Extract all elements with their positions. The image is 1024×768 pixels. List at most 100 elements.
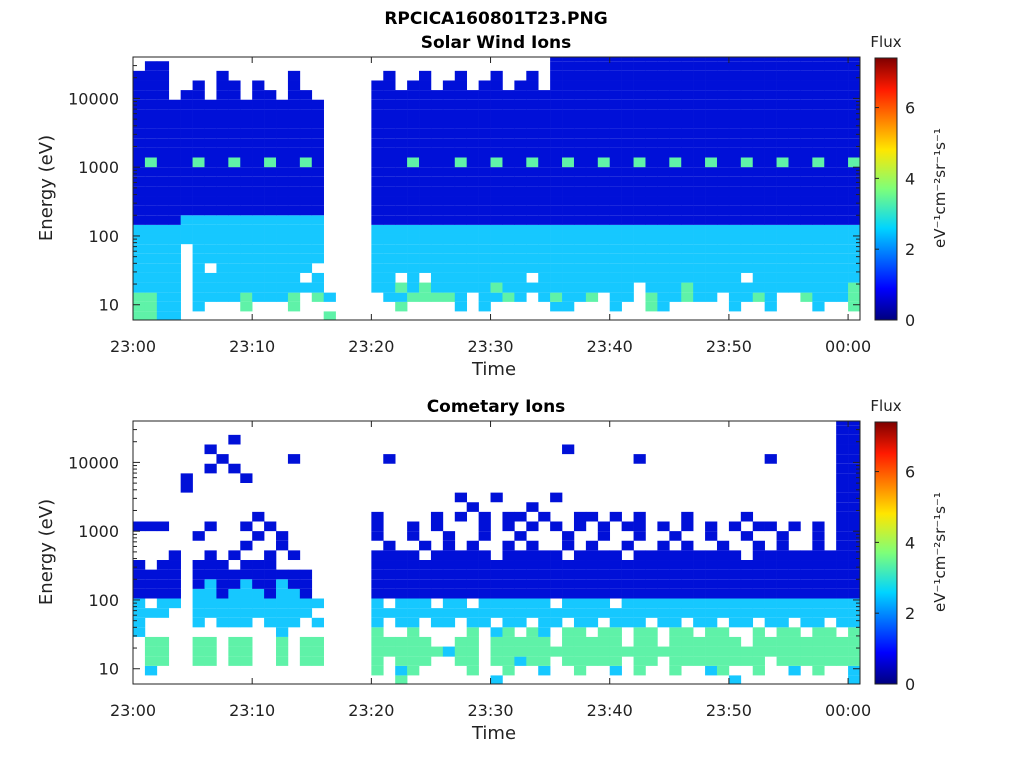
heatmap-cell	[454, 492, 468, 503]
heatmap-cell	[228, 128, 241, 139]
heatmap-cell	[693, 215, 706, 225]
heatmap-cell	[812, 99, 825, 110]
heatmap-cell	[740, 205, 754, 216]
heatmap-cell	[752, 292, 765, 302]
heatmap-cell	[252, 234, 265, 245]
heatmap-cell	[764, 608, 777, 618]
heatmap-cell	[621, 80, 634, 91]
heatmap-cell	[252, 511, 265, 522]
heatmap-cell	[395, 560, 408, 570]
heatmap-cell	[633, 598, 646, 609]
heatmap-cell	[669, 61, 682, 71]
heatmap-cell	[836, 215, 849, 225]
heatmap-cell	[669, 109, 682, 119]
heatmap-cell	[466, 215, 479, 225]
heatmap-cell	[776, 608, 789, 618]
heatmap-cell	[728, 292, 742, 302]
heatmap-cell	[276, 234, 289, 245]
heatmap-cell	[502, 579, 515, 589]
heatmap-cell	[371, 646, 384, 657]
heatmap-cell	[728, 244, 742, 254]
heatmap-cell	[562, 61, 575, 71]
heatmap-cell	[621, 263, 634, 273]
heatmap-cell	[657, 540, 670, 551]
heatmap-cell	[836, 167, 849, 177]
heatmap-cell	[609, 263, 622, 273]
heatmap-cell	[788, 138, 801, 148]
heatmap-cell	[538, 579, 551, 589]
heatmap-cell	[657, 186, 670, 197]
heatmap-cell	[609, 118, 622, 129]
heatmap-cell	[216, 90, 229, 100]
heatmap-cell	[848, 579, 861, 589]
heatmap-cell	[562, 118, 575, 129]
heatmap-cell	[144, 224, 158, 235]
heatmap-cell	[490, 99, 503, 110]
heatmap-cell	[669, 138, 682, 148]
heatmap-cell	[740, 234, 754, 245]
heatmap-cell	[514, 292, 527, 302]
heatmap-cell	[287, 234, 301, 245]
heatmap-cell	[395, 234, 408, 245]
heatmap-cell	[454, 579, 468, 589]
heatmap-cell	[276, 253, 289, 264]
heatmap-cell	[812, 253, 825, 264]
heatmap-cell	[633, 224, 646, 235]
heatmap-cell	[633, 196, 646, 206]
heatmap-cell	[550, 167, 563, 177]
heatmap-cell	[836, 80, 849, 91]
heatmap-cell	[502, 292, 515, 302]
heatmap-cell	[204, 224, 217, 235]
heatmap-cell	[276, 569, 289, 580]
y-tick-label: 1000	[78, 158, 119, 177]
heatmap-cell	[728, 90, 742, 100]
heatmap-cell	[585, 234, 599, 245]
heatmap-cell	[788, 57, 801, 62]
heatmap-cell	[454, 138, 468, 148]
heatmap-cell	[716, 569, 730, 580]
heatmap-cell	[407, 157, 420, 168]
heatmap-cell	[228, 244, 241, 254]
heatmap-cell	[311, 186, 324, 197]
heatmap-cell	[228, 292, 241, 302]
heatmap-cell	[419, 608, 432, 618]
heatmap-cell	[836, 540, 849, 551]
heatmap-cell	[192, 186, 205, 197]
heatmap-cell	[407, 109, 420, 119]
heatmap-cell	[502, 176, 515, 187]
y-tick-label: 10	[99, 296, 119, 315]
heatmap-cell	[228, 118, 241, 129]
heatmap-cell	[466, 272, 479, 283]
heatmap-cell	[788, 598, 801, 609]
heatmap-cell	[502, 234, 515, 245]
heatmap-cell	[597, 627, 611, 637]
heatmap-cell	[442, 167, 456, 177]
heatmap-cell	[633, 90, 646, 100]
heatmap-cell	[144, 636, 158, 647]
heatmap-cell	[824, 656, 837, 666]
heatmap-cell	[538, 186, 551, 197]
heatmap-cell	[550, 282, 563, 293]
heatmap-cell	[264, 234, 277, 245]
heatmap-cell	[728, 588, 742, 599]
heatmap-cell	[252, 608, 265, 618]
heatmap-cell	[490, 263, 503, 273]
heatmap-cell	[836, 569, 849, 580]
heatmap-cell	[490, 492, 503, 503]
heatmap-cell	[240, 598, 253, 609]
heatmap-cell	[609, 109, 622, 119]
heatmap-cell	[716, 167, 730, 177]
heatmap-cell	[633, 118, 646, 129]
heatmap-cell	[550, 234, 563, 245]
heatmap-cell	[228, 157, 241, 168]
heatmap-cell	[502, 224, 515, 235]
heatmap-cell	[681, 176, 694, 187]
heatmap-cell	[216, 118, 229, 129]
heatmap-cell	[645, 167, 658, 177]
heatmap-cell	[144, 292, 158, 302]
heatmap-cell	[192, 579, 205, 589]
heatmap-cell	[299, 608, 313, 618]
heatmap-cell	[526, 598, 539, 609]
heatmap-cell	[311, 282, 324, 293]
